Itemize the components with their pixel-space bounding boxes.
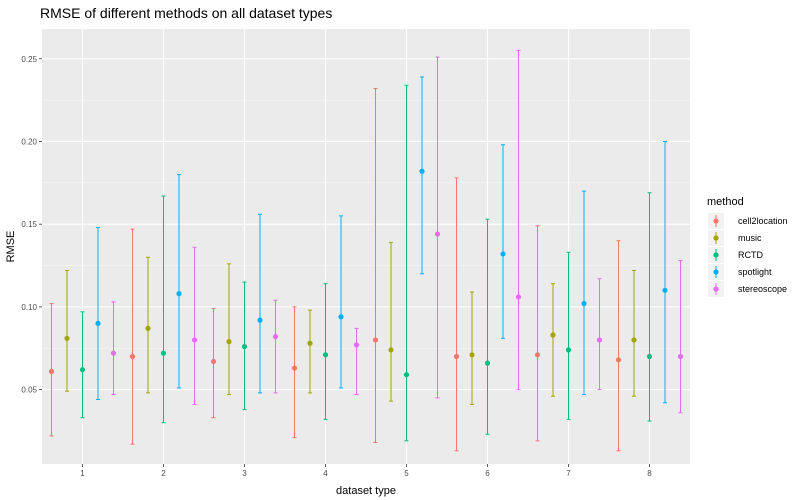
data-point [615,357,622,363]
data-point [662,287,668,293]
data-point [64,335,70,341]
legend-label: stereoscope [738,284,787,294]
data-point [515,294,522,300]
data-point [631,337,637,343]
data-point [453,353,460,360]
data-point [469,352,475,358]
data-point [581,300,587,307]
axis-ticks: 0.05 0.10 0.15 0.20 0.25 1 2 3 4 5 6 7 8 [21,55,652,478]
data-point [677,353,684,360]
data-point [257,317,263,323]
x-tick-label: 4 [323,469,328,478]
data-point [338,314,344,320]
data-point [388,347,394,353]
data-point [160,350,167,356]
data-point [434,231,441,237]
data-point [500,251,506,257]
data-point [403,372,410,378]
data-point [48,368,55,374]
series-stereoscope [110,50,684,414]
x-tick-label: 5 [404,469,409,478]
y-tick-label: 0.15 [21,220,37,229]
data-point [176,291,182,297]
x-tick-label: 7 [566,469,571,478]
data-point [353,342,360,348]
data-point [596,337,603,343]
x-tick-label: 2 [161,469,166,478]
legend-key-point [713,218,719,224]
legend-key-point [713,286,719,292]
legend-item: music [708,230,762,246]
legend-key-point [713,235,719,241]
x-tick-label: 8 [647,469,652,478]
chart-title: RMSE of different methods on all dataset… [40,5,332,21]
legend-item: cell2location [708,213,788,229]
series-rctd [79,84,653,442]
data-point [419,168,425,174]
data-point [145,325,151,331]
y-tick-label: 0.20 [21,137,37,146]
chart-marks [48,50,684,452]
data-point [646,353,653,360]
legend-label: spotlight [738,267,772,277]
data-point [95,320,101,327]
legend-key-point [713,252,719,258]
legend-label: RCTD [738,250,763,260]
data-point [191,337,198,343]
legend-item: spotlight [708,264,772,280]
data-point [307,340,313,346]
data-point [129,353,136,360]
legend-key-point [713,269,719,275]
legend-title: method [707,196,744,208]
y-tick-label: 0.10 [21,303,37,312]
x-tick-label: 6 [485,469,490,478]
legend-label: music [738,233,762,243]
legend-label: cell2location [738,216,788,226]
series-music [64,241,637,405]
y-tick-label: 0.05 [21,386,37,395]
x-axis-title: dataset type [336,485,396,497]
x-tick-label: 1 [80,469,85,478]
legend-item: stereoscope [708,281,787,297]
data-point [110,350,117,356]
series-cell2location [48,88,622,452]
legend-item: RCTD [708,247,763,263]
data-point [291,365,298,371]
y-axis-title: RMSE [5,231,17,263]
data-point [565,347,572,353]
x-tick-label: 3 [242,469,247,478]
data-point [322,352,329,358]
series-spotlight [95,76,668,404]
data-point [372,337,379,343]
data-point [272,334,279,340]
data-point [79,367,86,373]
data-point [241,343,248,350]
plot-panel [42,29,690,464]
y-tick-label: 0.25 [21,55,37,64]
data-point [484,360,491,366]
data-point [534,352,541,358]
data-point [226,339,232,345]
data-point [210,358,217,365]
data-point [550,332,556,338]
legend: method cell2location music RCTD spotlight st… [707,196,788,297]
